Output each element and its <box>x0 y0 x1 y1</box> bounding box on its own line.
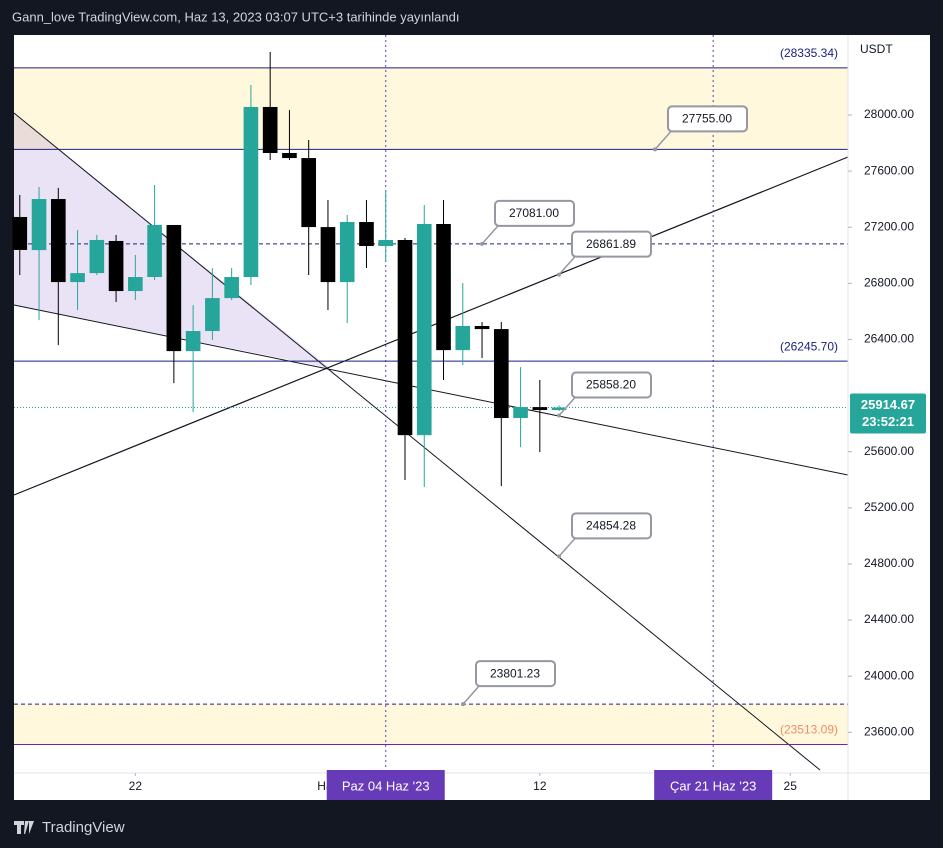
candle-body <box>513 407 528 419</box>
callout-label: 24854.28 <box>586 519 636 533</box>
candle-body <box>185 331 201 352</box>
level-label: (28335.34) <box>780 46 838 60</box>
candle-body <box>147 224 162 278</box>
y-tick-label: 28000.00 <box>864 107 914 121</box>
price-badge <box>850 393 926 434</box>
candle-body <box>397 239 413 436</box>
trend-line <box>13 112 821 771</box>
candle-body <box>224 277 239 299</box>
candle-body <box>128 277 143 292</box>
candle-body <box>378 239 394 247</box>
x-tick-label: 25 <box>784 779 798 793</box>
candle-body <box>262 106 278 153</box>
marker-label: Paz 04 Haz '23 <box>342 778 430 793</box>
x-tick-label: 12 <box>533 779 547 793</box>
callout-anchor <box>480 241 484 246</box>
callout-box <box>667 105 748 133</box>
candle-body <box>243 106 259 278</box>
countdown: 23:52:21 <box>862 414 914 429</box>
callout-label: 27081.00 <box>509 206 559 220</box>
candle-body <box>282 152 297 159</box>
callout-box <box>571 512 652 540</box>
callout-label: 25858.20 <box>586 378 636 392</box>
candle-body <box>70 273 85 283</box>
candle-body <box>320 227 336 283</box>
candle-body <box>474 325 490 330</box>
candle-body <box>205 298 220 332</box>
callout-box <box>475 660 556 688</box>
y-tick-label: 23600.00 <box>864 724 914 738</box>
callout-label: 27755.00 <box>682 112 732 126</box>
x-tick-label: 22 <box>129 779 143 793</box>
marker-badge <box>326 770 445 800</box>
zone <box>14 704 848 745</box>
callout-anchor <box>557 554 561 559</box>
marker-label: Çar 21 Haz '23 <box>670 778 756 793</box>
y-tick-label: 25600.00 <box>864 444 914 458</box>
candle-body <box>89 239 105 274</box>
level-label: (26245.70) <box>780 339 838 353</box>
y-tick-label: 26800.00 <box>864 276 914 290</box>
candle-body <box>301 158 317 228</box>
logo: TradingView <box>14 819 125 836</box>
callout-box <box>571 230 652 258</box>
candle-body <box>436 223 451 351</box>
level-label: (23513.09) <box>780 723 838 737</box>
y-tick-label: 24800.00 <box>864 556 914 570</box>
y-tick-label: 27200.00 <box>864 219 914 233</box>
callout-anchor <box>557 413 561 418</box>
chart-panel <box>14 35 930 800</box>
y-tick-label: 24400.00 <box>864 612 914 626</box>
candle-body <box>50 199 66 283</box>
candle-body <box>12 216 28 250</box>
candle-body <box>359 222 374 247</box>
logo-icon <box>14 821 34 834</box>
callout-anchor <box>461 702 465 707</box>
callout-label: 23801.23 <box>490 666 540 680</box>
y-tick-label: 24000.00 <box>864 668 914 682</box>
candle-body <box>166 224 182 352</box>
callout-anchor <box>557 272 561 277</box>
callout-label: 26861.89 <box>586 237 636 251</box>
header-title: Gann_love TradingView.com, Haz 13, 2023 … <box>12 9 459 24</box>
marker-badge <box>654 770 773 800</box>
candle-body <box>532 407 548 411</box>
plot-area: (28335.34) (26245.70) (23513.09) 27755.00 27… <box>12 35 849 773</box>
candle-body <box>31 199 47 251</box>
callout-box <box>571 371 652 399</box>
last-price-label: 25914.67 <box>861 397 915 412</box>
candle-body <box>416 223 432 436</box>
candle-body <box>455 325 471 351</box>
callout-box <box>494 199 575 227</box>
candle-body <box>339 222 355 283</box>
y-tick-label: 25200.00 <box>864 500 914 514</box>
y-tick-label: 27600.00 <box>864 163 914 177</box>
brand: TradingView <box>42 819 125 836</box>
callout-anchor <box>653 147 657 152</box>
candle-body <box>551 407 567 411</box>
y-unit: USDT <box>860 42 893 56</box>
y-tick-label: 26400.00 <box>864 332 914 346</box>
candle-body <box>493 329 509 419</box>
candle-body <box>108 240 124 292</box>
